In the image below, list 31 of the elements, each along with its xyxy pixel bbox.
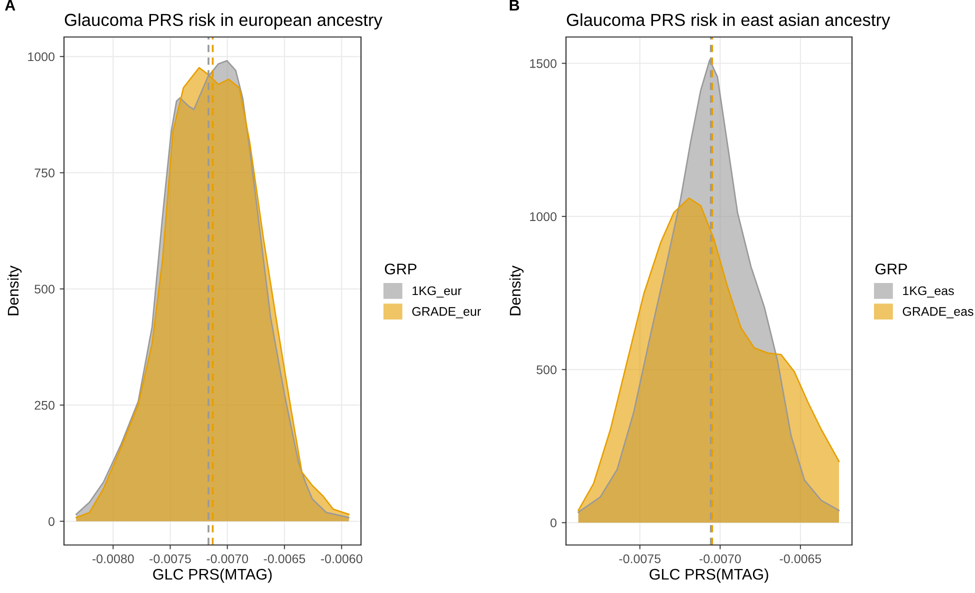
legend-label: 1KG_eas bbox=[903, 286, 954, 298]
y-tick-label: 0 bbox=[550, 518, 556, 528]
x-axis-title: GLC PRS(MTAG) bbox=[650, 568, 768, 583]
x-tick-label: -0.0065 bbox=[780, 554, 822, 564]
text: B bbox=[510, 0, 520, 10]
chart-title: Glaucoma PRS risk in european ancestry bbox=[64, 13, 382, 30]
x-tick-label: -0.0065 bbox=[264, 554, 306, 564]
x-tick-label: -0.0060 bbox=[320, 554, 362, 564]
y-tick-label: 500 bbox=[34, 284, 54, 294]
legend-title: GRP bbox=[875, 264, 907, 274]
chart-title: Glaucoma PRS risk in east asian ancestry bbox=[566, 13, 890, 30]
x-tick-label: -0.0070 bbox=[206, 554, 248, 564]
x-tick-label: -0.0075 bbox=[150, 554, 191, 564]
y-axis-title: Density bbox=[509, 266, 524, 316]
y-tick-label: 500 bbox=[536, 365, 556, 374]
legend-label: GRADE_eas bbox=[902, 307, 974, 318]
x-tick-label: -0.0075 bbox=[619, 554, 661, 564]
y-tick-label: 750 bbox=[34, 168, 54, 178]
legend-title: GRP bbox=[384, 264, 416, 274]
x-tick-label: -0.0080 bbox=[92, 554, 134, 564]
text: A bbox=[4, 0, 16, 10]
legend-label: GRADE_eur bbox=[412, 307, 481, 318]
x-tick-label: -0.0070 bbox=[700, 554, 741, 564]
y-tick-label: 1000 bbox=[28, 52, 54, 62]
y-tick-label: 0 bbox=[48, 517, 54, 526]
legend-label: 1KG_eur bbox=[412, 286, 462, 298]
x-axis-title: GLC PRS(MTAG) bbox=[153, 568, 272, 583]
y-tick-label: 250 bbox=[34, 400, 54, 410]
y-tick-label: 1000 bbox=[530, 212, 556, 222]
y-tick-label: 1500 bbox=[530, 59, 556, 68]
y-axis-title: Density bbox=[7, 266, 22, 316]
